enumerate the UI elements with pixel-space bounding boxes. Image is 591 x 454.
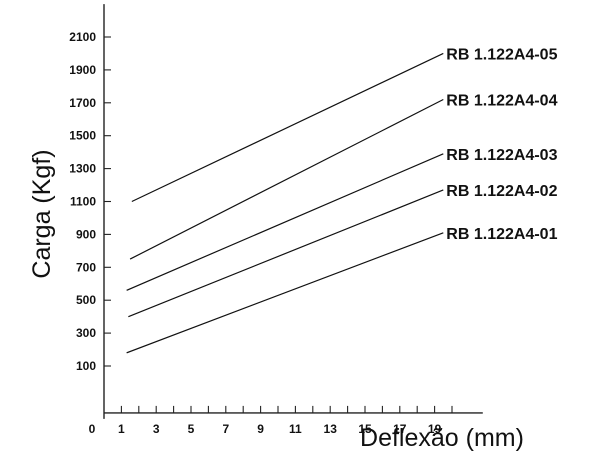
series-line — [126, 232, 444, 354]
y-tick-label: 2100 — [69, 30, 96, 44]
y-tick-label: 1700 — [69, 96, 96, 110]
series-label: RB 1.122A4-05 — [446, 46, 557, 63]
series-group: RB 1.122A4-05 RB 1.122A4-04 RB 1.122A4-03 R… — [126, 46, 558, 354]
series-line — [131, 52, 444, 203]
y-axis-title: Carga (Kgf) — [28, 149, 56, 278]
y-tick-label: 500 — [76, 293, 96, 307]
y-tick-label: 900 — [76, 227, 96, 241]
y-tick-label: 1500 — [69, 129, 96, 143]
series-line — [126, 153, 444, 291]
x-tick-label: 11 — [289, 422, 302, 436]
y-tick-label: 700 — [76, 260, 96, 274]
y-ticks: 100 300 500 700 900 1100 1300 1500 1700 1900 2100 — [69, 30, 111, 373]
y-tick-label: 1900 — [69, 63, 96, 77]
x-tick-label: 7 — [222, 422, 229, 436]
x-tick-label: 1 — [118, 422, 125, 436]
y-tick-label: 1100 — [70, 195, 96, 209]
x-tick-label: 15 — [358, 422, 372, 436]
series-label: RB 1.122A4-04 — [446, 93, 557, 110]
x-tick-label: 19 — [428, 422, 442, 436]
x-ticks: 0 1 3 5 7 9 11 13 15 17 19 — [89, 405, 453, 436]
x-tick-label: 5 — [188, 422, 195, 436]
y-tick-label: 300 — [76, 326, 96, 340]
x-tick-label: 3 — [153, 422, 160, 436]
series-label: RB 1.122A4-01 — [446, 226, 557, 243]
x-axis-title: Deflexão (mm) — [360, 424, 524, 452]
series-line — [129, 98, 444, 260]
x-tick-label: 9 — [257, 422, 264, 436]
y-tick-label: 1300 — [69, 162, 96, 176]
series-label: RB 1.122A4-02 — [446, 183, 557, 200]
series-label: RB 1.122A4-03 — [446, 147, 557, 164]
axes — [103, 4, 483, 419]
x-tick-label: 13 — [324, 422, 338, 436]
y-tick-label: 100 — [76, 359, 96, 373]
series-line — [128, 189, 444, 318]
x-tick-label: 0 — [89, 422, 96, 436]
x-tick-label: 17 — [393, 422, 407, 436]
